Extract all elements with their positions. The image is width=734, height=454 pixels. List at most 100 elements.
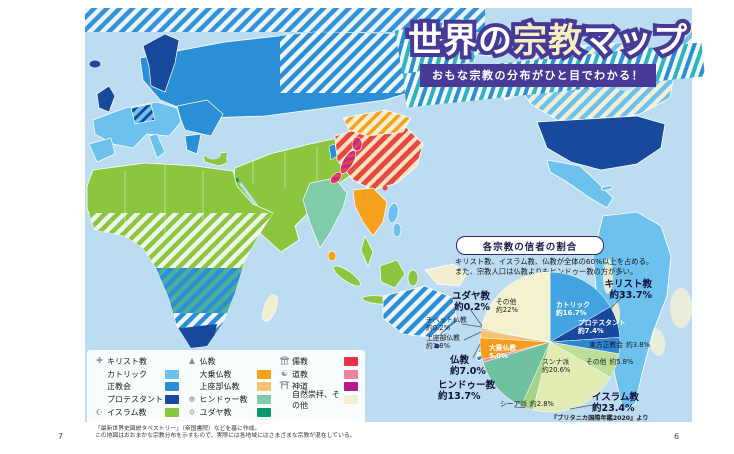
legend-label: プロテスタント <box>107 395 163 405</box>
legend-swatch <box>164 382 179 392</box>
legend-item: ☪ イスラム教 <box>94 406 179 419</box>
legend-item: プロテスタント <box>94 393 179 406</box>
legend-item: 上座部仏教 <box>187 381 271 394</box>
pie-label-other-christian: その他 約5.8% <box>586 358 634 366</box>
pie-leader-line <box>485 386 497 390</box>
legend-swatch <box>344 369 358 379</box>
page-number-left: 7 <box>58 432 64 441</box>
pie-label-orthodox: 東方正教会 約3.8% <box>589 341 651 349</box>
pie-label-judaism: ユダヤ教 約0.2% <box>451 291 490 313</box>
pie-leader-line <box>469 308 483 327</box>
pie-label-christianity: キリスト教 約33.7% <box>604 279 652 301</box>
world-map <box>85 8 692 411</box>
map-legend: ✚ キリスト教 カトリック 正教会 プロテスタント ☪ イスラム教 ▲ 仏教 大乗仏教 上座部仏教 ☸… <box>87 350 365 424</box>
pie-slice-その他 <box>481 271 551 343</box>
legend-item: ☯ 道教 <box>279 368 358 381</box>
pie-description-line2: また、宗教人口は仏教よりもヒンドゥー教の方が多い。 <box>455 267 638 276</box>
cross-icon: ✚ <box>96 356 103 366</box>
pie-leader-line <box>472 343 481 359</box>
legend-swatch <box>164 395 179 405</box>
legend-item: ▲ 仏教 <box>187 355 272 368</box>
pie-source-note: 『ブリタニカ国際年鑑2020』より <box>551 415 649 422</box>
pie-leader-line <box>569 403 599 410</box>
pie-label-islam: イスラム教 約23.4% <box>592 392 639 414</box>
page-title: 世界の宗教マップ 世界の宗教マップ <box>404 13 708 65</box>
legend-item: ✡ ユダヤ教 <box>187 406 271 419</box>
pie-label-mahayana: 大乗仏教 5.0% <box>489 344 517 360</box>
legend-swatch <box>257 369 271 379</box>
legend-label: 神道 <box>292 382 308 392</box>
pie-slice-カトリック <box>549 271 611 343</box>
pie-slice-ヒンドゥー教 <box>482 341 551 407</box>
region-india <box>302 177 348 262</box>
region-indonesia <box>333 259 468 305</box>
legend-item: 正教会 <box>94 381 179 394</box>
legend-column: ▲ 仏教 大乗仏教 上座部仏教 ☸ ヒンドゥー教 ✡ ユダヤ教 <box>187 355 272 419</box>
legend-label: 正教会 <box>107 382 131 392</box>
pie-chart-header: 各宗教の信者の割合 <box>456 236 604 255</box>
legend-swatch <box>344 356 358 366</box>
crescent-icon: ☪ <box>95 407 104 417</box>
legend-label: 仏教 <box>199 356 216 366</box>
legend-swatch <box>164 408 179 418</box>
pie-label-shia: シーア派 約2.8% <box>500 400 554 408</box>
page-title-outline: 世界の宗教マップ <box>404 17 691 65</box>
legend-label: ユダヤ教 <box>199 408 232 418</box>
legend-item: 神道 <box>279 381 358 394</box>
pie-label-catholic: カトリック 約16.7% <box>556 301 590 317</box>
pie-chart <box>461 271 624 413</box>
legend-swatch <box>344 382 358 392</box>
buddha-icon: ▲ <box>188 356 196 366</box>
legend-label: 大乗仏教 <box>199 369 232 379</box>
footnote-line2: この地図はおおまかな宗教分布を示すもので、実際には各地域にはさまざまな宗教が混在… <box>95 433 356 440</box>
pie-slice-スンナ派 <box>532 341 611 413</box>
pie-label-tibetan: チベット仏教 約0.2% <box>426 316 467 332</box>
legend-label: 上座部仏教 <box>199 382 240 392</box>
legend-swatch <box>257 382 271 392</box>
legend-swatch <box>257 408 271 418</box>
legend-item: 大乗仏教 <box>187 368 271 381</box>
page-number-right: 6 <box>674 432 680 441</box>
legend-label: ヒンドゥー教 <box>199 395 248 405</box>
legend-label: キリスト教 <box>107 356 147 366</box>
footnote: 「最新世界史図説タペストリー」（帝国書院）などを基に作成。 この地図はおおまかな… <box>95 426 355 440</box>
pie-label-theravada: 上座部仏教 約1.8% <box>426 334 460 350</box>
legend-swatch <box>344 395 358 405</box>
pie-leader-line <box>463 331 482 341</box>
legend-item: 儒教 <box>279 355 358 368</box>
legend-label: イスラム教 <box>107 408 147 418</box>
star-of-david-icon: ✡ <box>188 407 196 417</box>
legend-swatch <box>257 395 271 405</box>
page-subtitle: おもな宗教の分布がひと目でわかる！ <box>420 64 657 87</box>
page-title-text: 世界の宗教マップ <box>408 21 688 61</box>
region-mongolia <box>342 109 412 137</box>
region-southeast-asia <box>352 187 402 267</box>
legend-item: 自然崇拝、その他 <box>279 390 358 410</box>
pie-leader-line <box>610 295 624 309</box>
legend-column: ✚ キリスト教カトリック正教会プロテスタント ☪ イスラム教 <box>94 355 179 419</box>
pie-leader-line <box>513 406 526 408</box>
pie-description-line1: キリスト教、イスラム教、仏教が全体の60%以上を占める。 <box>455 257 654 266</box>
legend-item: ✚ キリスト教 <box>94 355 179 368</box>
legend-swatch <box>164 369 179 379</box>
legend-item: ☸ ヒンドゥー教 <box>187 393 271 406</box>
region-japan <box>328 136 363 185</box>
dharma-wheel-icon: ☸ <box>188 394 196 404</box>
region-middle-east-central-asia <box>202 135 374 253</box>
legend-label: 自然崇拝、その他 <box>292 389 340 410</box>
pie-label-buddhism: 仏教 約7.0% <box>450 355 486 377</box>
region-europe <box>88 33 224 163</box>
yinyang-icon: ☯ <box>280 369 289 379</box>
legend-label: 道教 <box>292 369 308 379</box>
footnote-line1: 「最新世界史図説タペストリー」（帝国書院）などを基に作成。 <box>95 426 261 432</box>
pie-label-sunni: スンナ派 約20.6% <box>542 358 571 374</box>
legend-label: カトリック <box>107 369 147 379</box>
legend-item: カトリック <box>94 368 179 381</box>
pie-label-protestant: プロテスタント 約7.4% <box>578 319 626 335</box>
pie-label-other: その他 約22% <box>496 298 518 314</box>
pie-label-hinduism: ヒンドゥー教 約13.7% <box>438 380 496 402</box>
legend-column: 儒教 ☯ 道教 神道 自然崇拝、その他 <box>279 355 358 419</box>
pie-leader-line <box>461 323 483 328</box>
temple-icon <box>279 355 290 367</box>
